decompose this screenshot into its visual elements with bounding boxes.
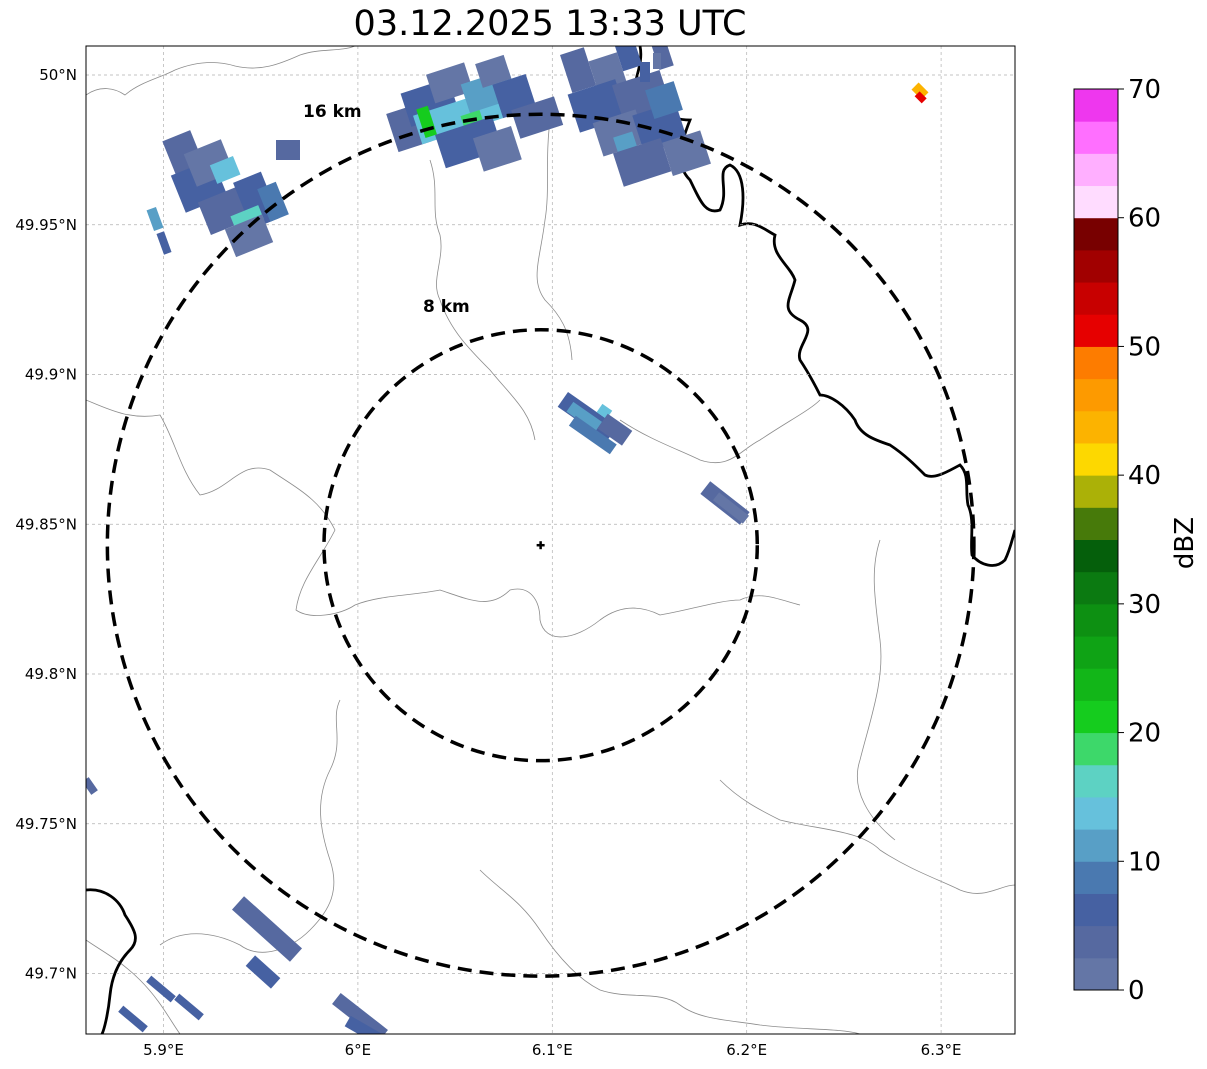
range-ring-label-8km: 8 km: [423, 297, 470, 317]
echo-cell: [162, 130, 289, 258]
lat-tick-label: 49.85°N: [15, 515, 77, 533]
gridlines: [86, 46, 1015, 1034]
lat-tick-label: 49.7°N: [25, 965, 77, 983]
colorbar-segment: [1074, 829, 1118, 862]
colorbar-segment: [1074, 475, 1118, 508]
colorbar-segment: [1074, 603, 1118, 637]
range-ring-label-16km: 16 km: [303, 102, 362, 122]
longitude-tick-labels: 5.9°E 6°E 6.1°E 6.2°E 6.3°E: [143, 1041, 961, 1059]
lat-tick-label: 49.75°N: [15, 815, 77, 833]
national-borders: [86, 46, 1015, 1034]
colorbar-segment: [1074, 571, 1118, 605]
colorbar-tick-label: 40: [1128, 461, 1161, 491]
colorbar-segment: [1074, 925, 1118, 959]
colorbar-segment: [1074, 636, 1118, 669]
colorbar-segment: [1074, 153, 1118, 187]
colorbar-segment: [1074, 217, 1118, 251]
colorbar-segment: [1074, 893, 1118, 927]
lat-tick-label: 50°N: [39, 66, 77, 84]
lat-tick-label: 49.95°N: [15, 216, 77, 234]
lon-tick-label: 6.2°E: [726, 1041, 767, 1059]
radar-echoes: [86, 46, 929, 1034]
colorbar-tick-label: 50: [1128, 332, 1161, 362]
lon-tick-label: 6.1°E: [532, 1041, 573, 1059]
range-ring-8km: [322, 327, 760, 763]
colorbar-segment: [1074, 861, 1118, 894]
colorbar-segment: [1074, 185, 1118, 219]
colorbar-tick-label: 30: [1128, 590, 1161, 620]
radar-site-marker: [536, 541, 545, 550]
colorbar-segment: [1074, 764, 1118, 798]
colorbar-segment: [1074, 668, 1118, 701]
colorbar-segment: [1074, 89, 1118, 122]
colorbar-segment: [1074, 121, 1118, 154]
colorbar-tick-labels: 0 10 20 30 40 50 60 70: [1118, 75, 1161, 1006]
colorbar-segment: [1074, 957, 1118, 991]
colorbar-segment: [1074, 796, 1118, 830]
lon-tick-label: 5.9°E: [143, 1041, 184, 1059]
colorbar-segment: [1074, 314, 1118, 347]
colorbar-segment: [1074, 442, 1118, 476]
echo-cell: [386, 54, 564, 172]
colorbar-segment: [1074, 539, 1118, 573]
municipal-boundaries: [86, 46, 1015, 1034]
range-rings: [105, 112, 976, 978]
colorbar-tick-label: 20: [1128, 719, 1161, 749]
colorbar-segment: [1074, 732, 1118, 766]
lon-tick-label: 6.3°E: [921, 1041, 962, 1059]
lat-tick-label: 49.9°N: [25, 366, 77, 384]
colorbar-frame: [1073, 88, 1119, 991]
colorbar: [1073, 88, 1119, 991]
latitude-tick-labels: 50°N 49.95°N 49.9°N 49.85°N 49.8°N 49.75°N 49.…: [15, 66, 77, 983]
lat-tick-label: 49.8°N: [25, 665, 77, 683]
colorbar-label: dBZ: [1170, 517, 1200, 569]
colorbar-segment: [1074, 249, 1118, 283]
colorbar-tick-label: 60: [1128, 204, 1161, 234]
colorbar-segment: [1074, 378, 1118, 412]
range-ring-16km: [105, 112, 976, 978]
colorbar-segment: [1074, 700, 1118, 734]
colorbar-tick-label: 0: [1128, 976, 1145, 1006]
echo-cell: [560, 46, 711, 187]
map-title: 03.12.2025 13:33 UTC: [353, 4, 747, 44]
colorbar-segment: [1074, 346, 1118, 380]
map-frame: [85, 45, 1016, 1035]
colorbar-segment: [1074, 507, 1118, 540]
echo-cell: [557, 392, 633, 455]
colorbar-segment: [1074, 410, 1118, 444]
colorbar-tick-label: 10: [1128, 847, 1161, 877]
lon-tick-label: 6°E: [345, 1041, 372, 1059]
colorbar-segment: [1074, 282, 1118, 315]
colorbar-tick-label: 70: [1128, 75, 1161, 105]
